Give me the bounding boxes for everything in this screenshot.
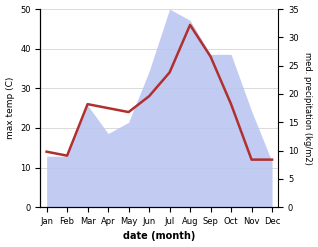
X-axis label: date (month): date (month) — [123, 231, 196, 242]
Y-axis label: med. precipitation (kg/m2): med. precipitation (kg/m2) — [303, 52, 313, 165]
Y-axis label: max temp (C): max temp (C) — [5, 77, 15, 139]
